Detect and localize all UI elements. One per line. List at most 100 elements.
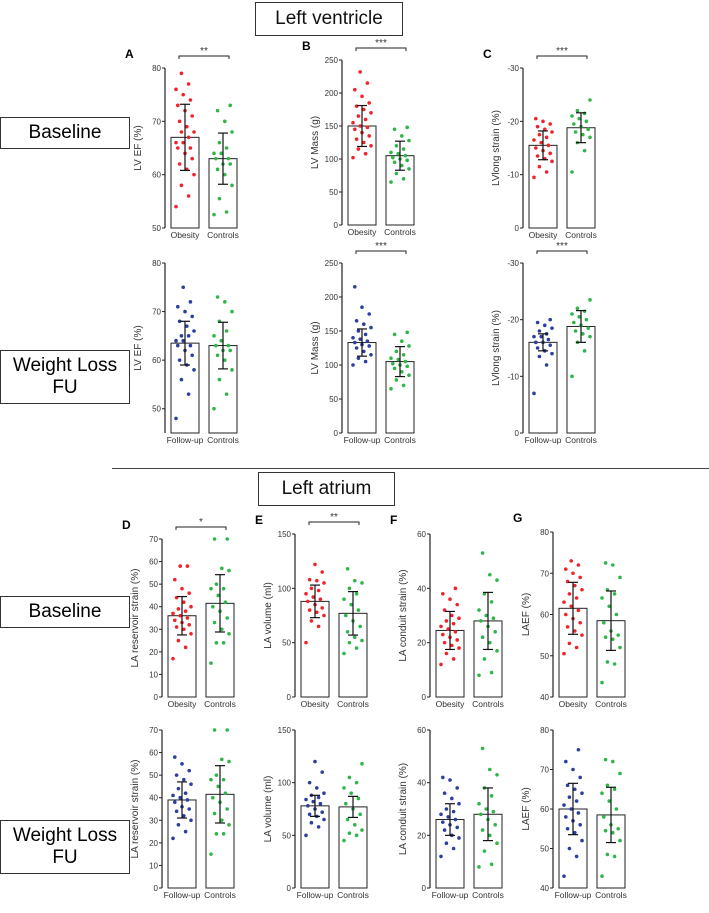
data-point <box>345 817 350 822</box>
data-point <box>189 632 193 636</box>
y-tick-label: 100 <box>325 155 339 164</box>
x-tick-label: Controls <box>337 890 369 900</box>
significance-label: *** <box>375 38 387 49</box>
data-point <box>578 620 582 625</box>
x-tick-label: Follow-up <box>525 435 562 445</box>
y-tick-label: 100 <box>278 584 292 593</box>
data-point <box>180 586 184 591</box>
panel-G2: 40 50 60 70 80 LAEF (%) Follow-up Controls <box>521 726 627 900</box>
y-tick-label: 70 <box>152 117 161 126</box>
y-tick-label: -10 <box>507 372 519 381</box>
data-point <box>177 119 182 124</box>
data-point <box>488 833 492 838</box>
data-point <box>224 210 229 214</box>
data-point <box>221 832 226 836</box>
y-tick-label: 60 <box>152 171 161 180</box>
data-point <box>309 586 314 591</box>
data-point <box>573 130 578 134</box>
data-point <box>342 786 346 790</box>
data-point <box>367 134 371 138</box>
data-point <box>363 332 368 337</box>
data-point <box>190 156 194 161</box>
data-point <box>535 124 540 129</box>
data-point <box>173 800 177 805</box>
y-tick-label: 30 <box>149 625 158 634</box>
data-point <box>174 87 178 92</box>
data-point <box>345 630 350 634</box>
x-tick-label: Controls <box>472 699 504 709</box>
data-point <box>309 820 314 825</box>
data-point <box>224 392 229 396</box>
y-tick-label: 50 <box>149 580 158 589</box>
y-tick-label: 40 <box>149 603 158 612</box>
data-point <box>493 630 497 634</box>
data-point <box>182 600 186 604</box>
data-point <box>576 811 581 815</box>
data-point <box>562 874 566 878</box>
data-point <box>562 803 566 807</box>
y-tick-label: 60 <box>540 805 549 814</box>
data-point <box>347 775 352 780</box>
y-tick-label: 50 <box>282 831 291 840</box>
data-point <box>345 566 350 571</box>
significance-bracket <box>355 250 407 254</box>
data-point <box>603 561 608 565</box>
y-tick-label: 40 <box>540 884 549 893</box>
data-point <box>212 334 216 338</box>
data-point <box>176 786 181 791</box>
data-point <box>185 324 189 328</box>
significance-bracket <box>308 521 360 525</box>
data-point <box>550 130 554 134</box>
significance-label: *** <box>556 241 568 252</box>
data-point <box>311 799 315 804</box>
data-point <box>493 823 497 827</box>
data-point <box>532 334 536 339</box>
data-point <box>214 641 219 645</box>
data-point <box>351 336 355 340</box>
data-point <box>228 348 232 353</box>
data-point <box>304 640 308 645</box>
data-point <box>578 775 582 780</box>
data-point <box>171 656 175 661</box>
y-tick-label: 60 <box>540 611 549 620</box>
y-axis-label: LVlong strain (%) <box>491 110 502 186</box>
y-tick-label: 150 <box>325 327 339 336</box>
data-point <box>567 795 572 799</box>
y-tick-label: 250 <box>325 259 339 268</box>
data-point <box>400 370 404 374</box>
data-point <box>365 81 370 85</box>
data-point <box>344 613 348 618</box>
data-point <box>451 621 456 626</box>
y-axis-label: LV Mass (g) <box>310 321 321 374</box>
data-point <box>389 356 393 360</box>
data-point <box>401 383 406 388</box>
data-point <box>227 759 231 764</box>
data-point <box>573 629 577 633</box>
data-point <box>577 315 581 319</box>
data-point <box>182 813 186 818</box>
data-point <box>369 144 373 148</box>
significance-label: ** <box>330 512 338 523</box>
data-point <box>316 624 321 629</box>
data-point <box>588 135 592 140</box>
data-point <box>484 807 488 811</box>
data-point <box>614 612 619 617</box>
data-point <box>185 124 189 129</box>
data-point <box>358 812 362 817</box>
data-point <box>407 138 411 143</box>
data-point <box>215 353 220 358</box>
data-point <box>221 641 226 645</box>
data-point <box>451 809 456 814</box>
section-title-left-ventricle: Left ventricle <box>255 2 403 36</box>
data-point <box>569 559 573 563</box>
data-point <box>392 127 397 132</box>
y-tick-label: -20 <box>507 316 519 325</box>
y-axis-label: LAEF (%) <box>521 593 532 636</box>
data-point <box>351 155 355 160</box>
data-point <box>602 815 606 819</box>
y-tick-label: -30 <box>507 259 519 268</box>
data-point <box>603 635 608 639</box>
data-point <box>489 862 494 867</box>
significance-bracket <box>175 526 227 530</box>
data-point <box>212 620 217 625</box>
